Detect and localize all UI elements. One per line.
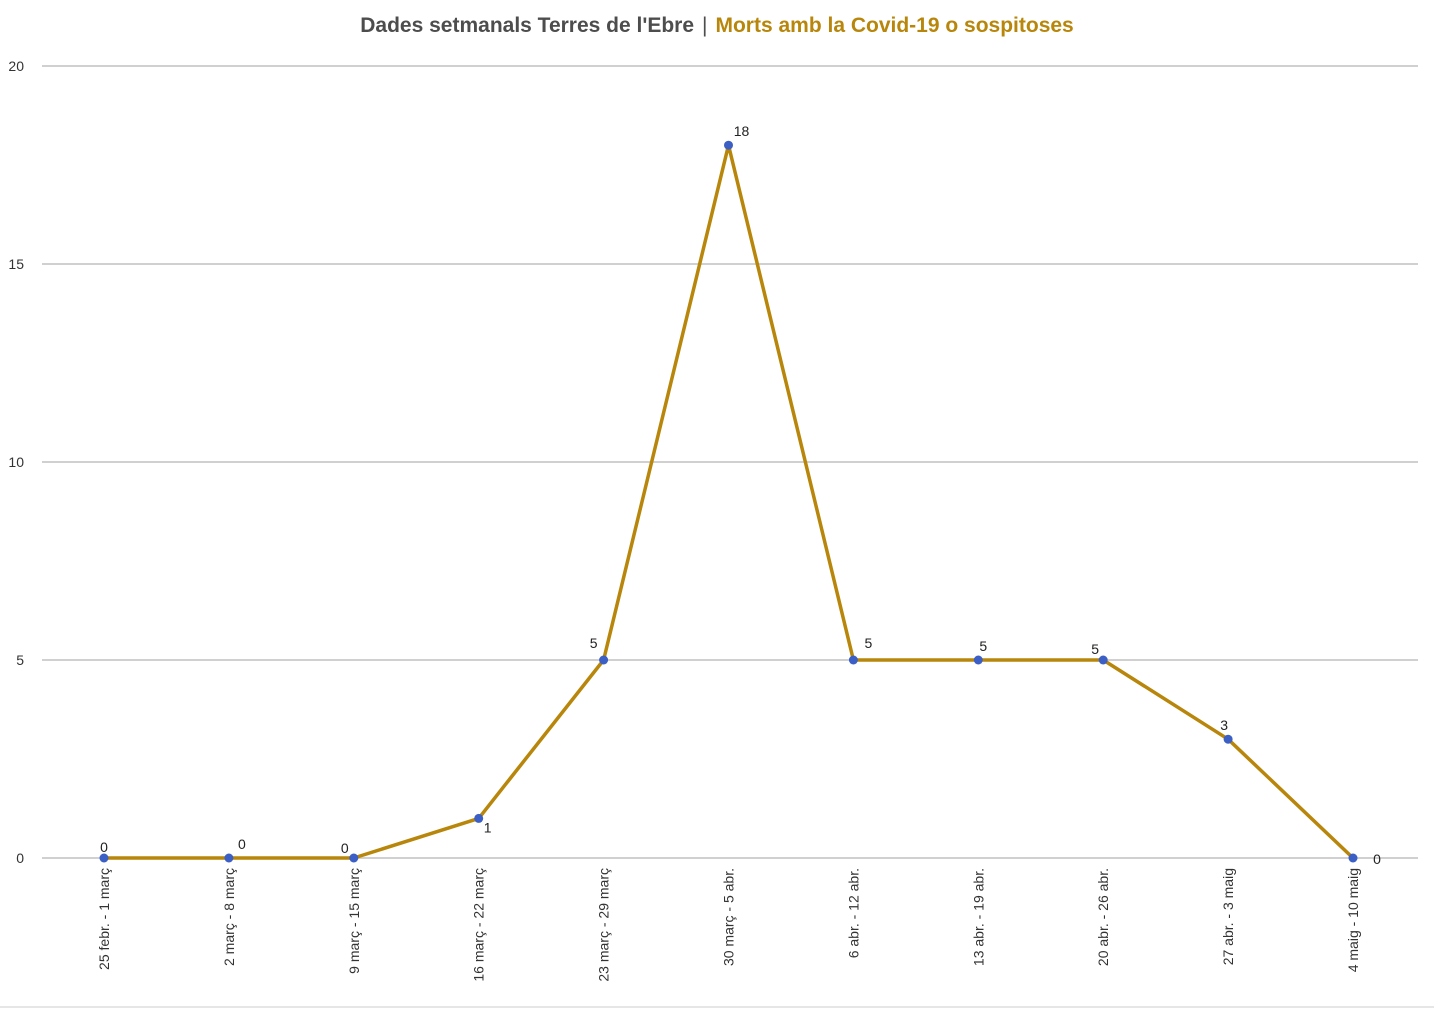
chart-title: Dades setmanals Terres de l'Ebre | Morts a… xyxy=(0,14,1434,38)
data-point xyxy=(1348,853,1358,863)
data-point xyxy=(99,853,109,863)
data-label: 1 xyxy=(484,819,492,835)
data-point xyxy=(848,655,858,665)
x-tick-label: 20 abr. - 26 abr. xyxy=(1095,868,1111,966)
data-label: 0 xyxy=(341,840,349,856)
x-tick-label: 6 abr. - 12 abr. xyxy=(845,868,861,958)
x-tick-label: 2 març - 8 març xyxy=(221,868,237,966)
data-point xyxy=(1223,734,1233,744)
x-tick-label: 27 abr. - 3 maig xyxy=(1220,868,1236,965)
data-label: 5 xyxy=(590,635,598,651)
data-label: 3 xyxy=(1220,717,1228,733)
chart-title-separator: | xyxy=(702,14,708,37)
data-label: 5 xyxy=(865,635,873,651)
x-tick-label: 30 març - 5 abr. xyxy=(721,868,737,966)
data-point xyxy=(474,813,484,823)
y-tick-label: 20 xyxy=(8,58,24,74)
y-tick-label: 0 xyxy=(16,850,24,866)
x-tick-label: 25 febr. - 1 març xyxy=(96,868,112,970)
chart-title-metric: Morts amb la Covid-19 o sospitoses xyxy=(715,14,1074,37)
x-tick-label: 16 març - 22 març xyxy=(471,868,487,982)
data-label: 18 xyxy=(734,123,750,139)
data-point xyxy=(724,140,733,150)
data-point xyxy=(224,853,234,863)
series-line xyxy=(104,143,1355,860)
data-point xyxy=(973,655,983,665)
data-point xyxy=(1098,655,1108,665)
x-tick-label: 13 abr. - 19 abr. xyxy=(970,868,986,966)
y-tick-label: 10 xyxy=(8,454,24,470)
data-point xyxy=(349,853,359,863)
x-tick-label: 4 maig - 10 maig xyxy=(1345,868,1361,972)
y-tick-label: 15 xyxy=(8,256,24,272)
data-label: 5 xyxy=(1091,641,1099,657)
data-label: 0 xyxy=(238,836,246,852)
x-tick-label: 23 març - 29 març xyxy=(596,868,612,982)
data-label: 0 xyxy=(1373,851,1381,867)
data-label: 5 xyxy=(979,638,987,654)
x-tick-label: 9 març - 15 març xyxy=(346,868,362,974)
data-point xyxy=(599,655,609,665)
chart-title-main: Dades setmanals Terres de l'Ebre xyxy=(360,14,695,37)
y-tick-label: 5 xyxy=(16,652,24,668)
data-label: 0 xyxy=(100,839,108,855)
